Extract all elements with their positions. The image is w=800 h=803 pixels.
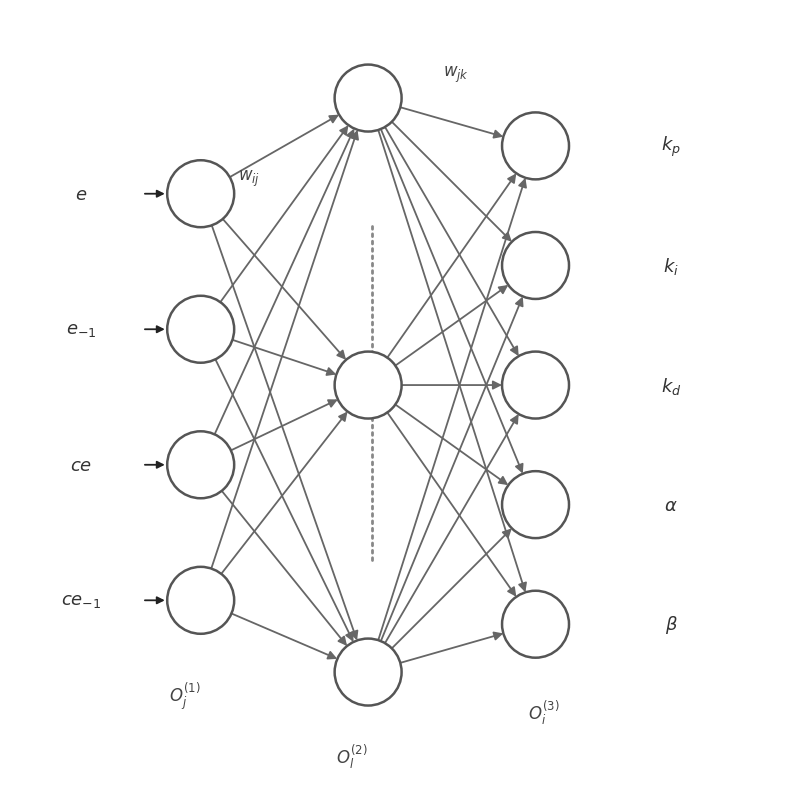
- Circle shape: [502, 113, 569, 180]
- Text: $O_j^{(1)}$: $O_j^{(1)}$: [169, 681, 201, 711]
- Text: $ce_{-1}$: $ce_{-1}$: [61, 592, 102, 609]
- Text: $ce$: $ce$: [70, 456, 92, 475]
- Text: $O_l^{(2)}$: $O_l^{(2)}$: [336, 742, 368, 769]
- Text: $w_{ij}$: $w_{ij}$: [238, 169, 259, 189]
- Text: $k_i$: $k_i$: [663, 255, 679, 276]
- Circle shape: [167, 432, 234, 499]
- Text: $k_p$: $k_p$: [661, 135, 681, 159]
- Circle shape: [502, 591, 569, 658]
- Circle shape: [167, 567, 234, 634]
- Text: $\alpha$: $\alpha$: [664, 496, 678, 514]
- Circle shape: [167, 161, 234, 228]
- Text: $O_i^{(3)}$: $O_i^{(3)}$: [528, 699, 559, 726]
- Circle shape: [502, 471, 569, 539]
- Circle shape: [167, 296, 234, 363]
- Text: $e_{-1}$: $e_{-1}$: [66, 321, 96, 339]
- Circle shape: [334, 353, 402, 419]
- Text: $e$: $e$: [75, 185, 87, 203]
- Text: $k_d$: $k_d$: [661, 375, 682, 396]
- Circle shape: [334, 638, 402, 706]
- Circle shape: [502, 353, 569, 419]
- Circle shape: [334, 66, 402, 132]
- Text: $w_{jk}$: $w_{jk}$: [443, 65, 469, 85]
- Circle shape: [502, 233, 569, 300]
- Text: $\beta$: $\beta$: [665, 613, 678, 635]
